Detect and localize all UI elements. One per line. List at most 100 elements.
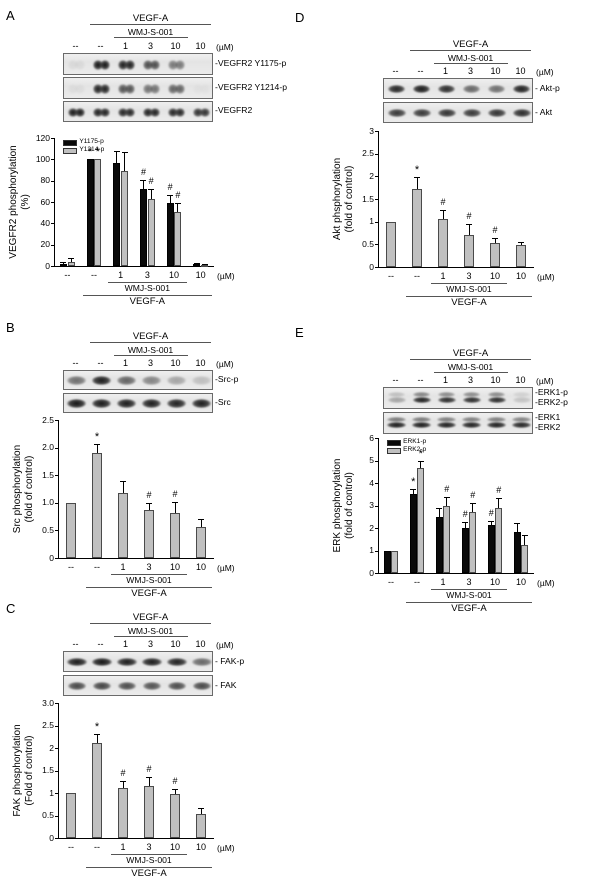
lane-label-2: 1 [122, 639, 128, 649]
blot-label-1: -ERK2-p [535, 397, 568, 407]
bar-Src-p-1 [91, 453, 103, 558]
unit-label: (µM) [216, 41, 234, 52]
blot-band [462, 392, 481, 397]
blot-band [487, 109, 506, 117]
legend-label-1: ERK2-p [403, 446, 427, 453]
blot-band [92, 682, 111, 690]
blot-band [175, 84, 185, 94]
error-bar-ERK2-p-1 [420, 461, 422, 469]
bar-Akt-p-5 [515, 244, 527, 267]
blot-band [91, 658, 112, 666]
x-tick-label-3: 3 [466, 271, 472, 281]
bar-Akt-p-2 [437, 218, 449, 267]
lane-label-3: 3 [147, 358, 153, 368]
y-tick-0 [51, 266, 54, 267]
y-axis-label-line2: (fold of control) [343, 165, 355, 233]
wmj-rule [113, 636, 188, 637]
blot-band [487, 417, 506, 422]
error-cap-Akt-p-5 [518, 241, 524, 243]
bar-ERK2-p-0 [391, 550, 399, 573]
y-tick-3 [55, 475, 58, 477]
y-axis-label-line2: (fold of control) [23, 455, 35, 523]
significance-marker: * [95, 146, 100, 159]
legend-swatch-0 [63, 140, 78, 146]
error-bar-ERK1-p-5 [516, 522, 518, 533]
blot-background [384, 413, 532, 433]
blot-background [64, 102, 212, 121]
blot-band [462, 417, 481, 422]
blot-image [63, 77, 213, 99]
vegfa-rule [410, 50, 531, 51]
legend-label-1: Y1214-p [79, 146, 105, 153]
error-cap-ERK1-p-4 [488, 520, 495, 522]
unit-label: (µM) [216, 358, 234, 369]
y-tick-label-6: 3.0 [42, 697, 54, 708]
vegfa-title: VEGF-A [452, 39, 489, 50]
error-cap-Y1214-p-3 [148, 189, 155, 191]
y-axis-label: Src phosphorylation (fold of control) [12, 420, 35, 558]
vegfa-rule-footer [82, 295, 212, 296]
lane-label-0: -- [72, 358, 79, 368]
bar-Y1175-p-2 [113, 162, 121, 266]
bar-ERK2-p-1 [417, 468, 425, 573]
bar-Y1175-p-4 [166, 202, 174, 266]
y-tick-2 [375, 221, 378, 223]
vegfa-rule [90, 623, 211, 624]
y-tick-label-5: 2.5 [42, 720, 54, 730]
y-tick-label-3: 60 [40, 196, 50, 207]
error-bar-Y1214-p-4 [177, 202, 179, 213]
blot-band [93, 60, 103, 70]
blot-label-0: -Src-p [215, 374, 239, 384]
y-tick-4 [55, 447, 58, 449]
y-tick-0 [55, 838, 58, 839]
lane-label-4: 10 [490, 375, 501, 385]
wmj-title: WMJ-S-001 [447, 53, 494, 63]
x-unit-label: (µM) [537, 578, 555, 588]
lane-label-1: -- [97, 639, 104, 649]
significance-marker: # [175, 189, 181, 200]
bar-ERK2-p-4 [495, 507, 503, 573]
error-bar-Y1214-p-3 [150, 189, 152, 200]
bar-Y1214-p-3 [147, 199, 155, 266]
vegfa-rule [410, 359, 531, 360]
blot-band [387, 397, 406, 403]
error-cap-Y1175-p-3 [140, 180, 147, 182]
bar-ERK2-p-5 [521, 544, 529, 573]
y-axis-label: ERK phosphorylation (fold of control) [332, 438, 355, 573]
blot-band [437, 397, 456, 403]
vegfa-title-footer: VEGF-A [129, 296, 166, 307]
bar-ERK1-p-2 [435, 516, 443, 573]
y-tick-label-0: 0 [45, 260, 50, 271]
significance-marker: # [444, 483, 450, 494]
y-tick-label-6: 3 [369, 125, 374, 136]
x-axis [58, 558, 214, 559]
significance-marker: # [140, 167, 146, 178]
bar-Y1214-p-1 [94, 159, 102, 266]
blot-band [92, 376, 111, 385]
blot-band [167, 682, 186, 690]
error-cap-FAK-p-4 [172, 788, 178, 790]
error-cap-Src-p-5 [198, 518, 204, 520]
blot-band [487, 422, 506, 428]
bar-ERK2-p-2 [443, 505, 451, 573]
y-tick-5 [55, 725, 58, 727]
significance-marker: # [492, 224, 498, 235]
error-cap-Src-p-4 [172, 501, 178, 503]
blot-band [141, 658, 162, 666]
lane-label-5: 10 [195, 41, 206, 51]
significance-marker: # [146, 764, 152, 775]
blot-label-0: - Akt-p [535, 83, 560, 93]
wmj-rule-footer [430, 589, 508, 590]
blot-band [193, 108, 203, 117]
x-tick-label-1: -- [90, 270, 97, 280]
lane-label-2: 1 [442, 66, 448, 76]
x-tick-label-3: 3 [146, 562, 152, 572]
blot-band [166, 658, 187, 666]
x-tick-label-0: -- [388, 577, 394, 587]
legend-swatch-1 [63, 148, 78, 154]
panel-letter-d: D [295, 10, 305, 25]
bar-Y1175-p-3 [139, 188, 148, 266]
blot-band [167, 376, 186, 385]
error-cap-Y1214-p-5 [201, 264, 208, 266]
y-tick-4 [55, 748, 58, 749]
